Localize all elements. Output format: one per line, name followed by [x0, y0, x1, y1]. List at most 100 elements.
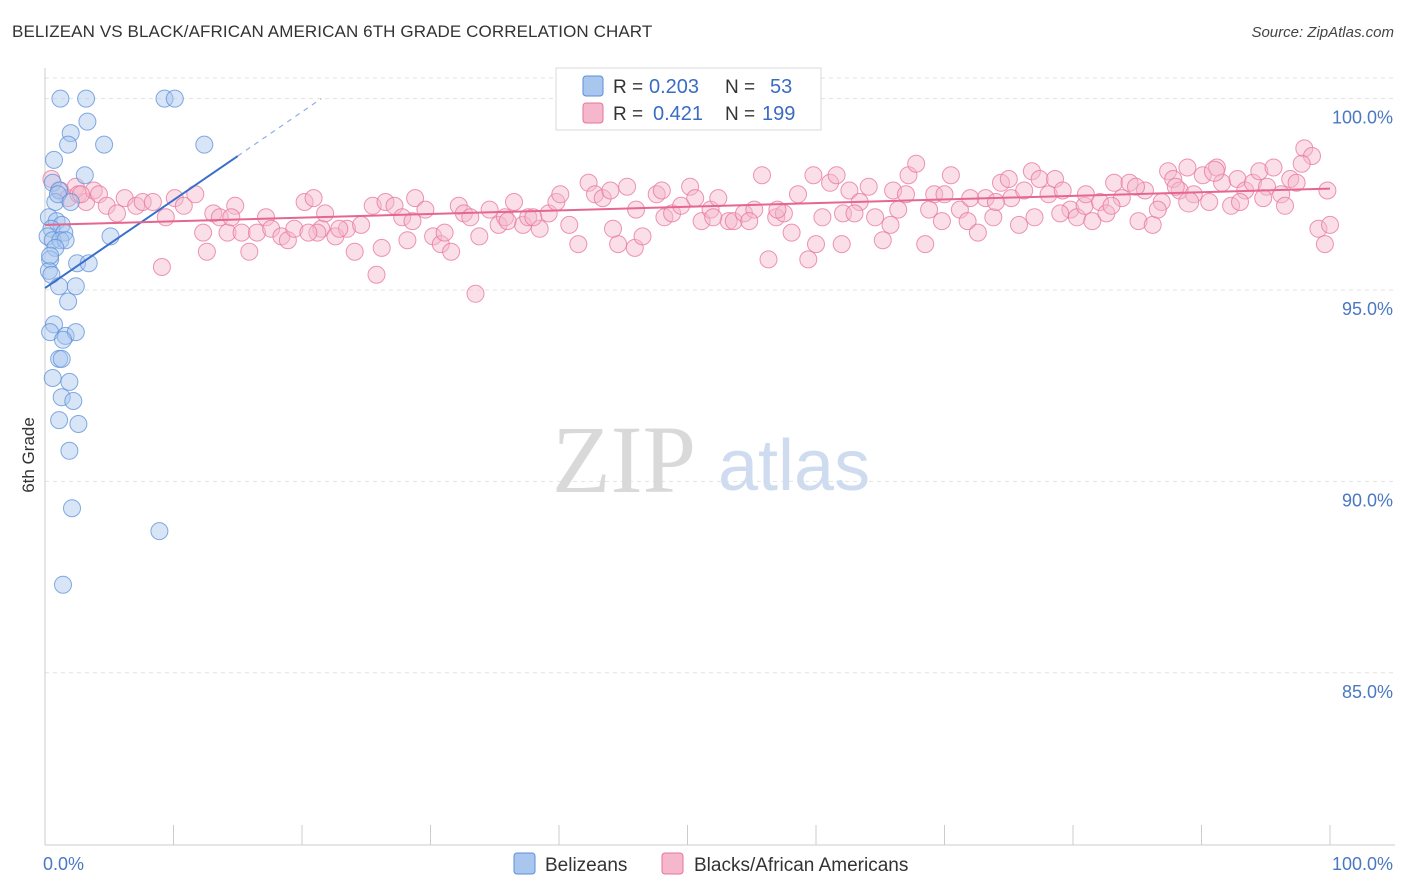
- pink-point: [1321, 215, 1339, 234]
- pink-point: [932, 212, 951, 231]
- blue-point: [75, 166, 94, 185]
- pink-point: [652, 181, 671, 200]
- pink-point: [999, 170, 1018, 188]
- pink-point: [873, 231, 892, 250]
- pink-point: [1231, 193, 1249, 211]
- pink-point: [1287, 173, 1306, 192]
- pink-point: [840, 181, 859, 200]
- blue-point: [59, 135, 78, 154]
- pink-point: [1178, 158, 1197, 177]
- pink-point: [1166, 177, 1185, 196]
- pink-point: [845, 204, 864, 223]
- pink-point: [627, 200, 646, 219]
- y-tick-label-100: 100.0%: [1332, 108, 1393, 128]
- pink-point: [807, 235, 825, 254]
- pink-point: [304, 189, 323, 208]
- pink-point: [1193, 166, 1212, 185]
- pink-point: [920, 200, 939, 219]
- pink-point: [827, 166, 846, 185]
- watermark-atlas: atlas: [718, 426, 870, 506]
- pink-point: [406, 189, 425, 208]
- pink-point: [524, 208, 543, 227]
- pink-point: [316, 204, 335, 223]
- y-tick-label-90: 90.0%: [1342, 490, 1393, 510]
- pink-point: [832, 235, 851, 254]
- pink-point: [299, 223, 318, 242]
- pink-point: [174, 196, 193, 215]
- pink-point: [1303, 147, 1321, 165]
- pink-point: [133, 193, 152, 211]
- blue-point: [60, 372, 79, 391]
- pink-point: [782, 223, 801, 242]
- stats-box: R = 0.203 N = 53 R = 0.421 N = 199: [555, 67, 822, 131]
- pink-point: [431, 235, 450, 254]
- pink-point: [1143, 215, 1162, 234]
- pink-point: [709, 189, 728, 208]
- blue-point: [50, 411, 69, 430]
- pink-point: [633, 227, 652, 246]
- pink-point: [618, 177, 637, 196]
- blue-point: [52, 349, 71, 368]
- blue-point: [66, 277, 85, 296]
- pink-point: [601, 181, 620, 200]
- pink-point: [1292, 154, 1311, 173]
- pink-point: [470, 227, 489, 246]
- legend: Belizeans Blacks/African Americans: [513, 852, 908, 876]
- pink-point: [285, 219, 304, 238]
- pink-point: [345, 242, 364, 261]
- source-credit: Source: ZipAtlas.com: [1251, 24, 1394, 41]
- pink-point: [1091, 193, 1109, 211]
- pink-point: [393, 208, 412, 227]
- pink-point: [352, 215, 371, 234]
- pink-point: [1015, 181, 1034, 200]
- blue-point: [51, 89, 70, 108]
- pink-point: [968, 223, 987, 242]
- pink-point: [232, 223, 251, 242]
- pink-point: [498, 212, 517, 231]
- x-tick-label-max: 100.0%: [1332, 854, 1393, 874]
- pink-point: [1222, 196, 1241, 215]
- pink-point: [984, 208, 1003, 227]
- y-axis-label: 6th Grade: [19, 417, 38, 493]
- pink-point: [1025, 208, 1044, 227]
- x-tick-labels: 0.0% 100.0%: [43, 854, 1393, 874]
- blue-point: [43, 369, 62, 387]
- blue-point: [61, 193, 80, 211]
- pink-point: [889, 200, 908, 219]
- pink-point: [197, 242, 216, 261]
- blue-point: [78, 112, 97, 131]
- pink-point: [1148, 200, 1167, 219]
- pink-point: [1075, 196, 1094, 215]
- pink-point: [1053, 181, 1072, 200]
- pink-point: [1203, 160, 1225, 182]
- blue-point: [60, 441, 79, 460]
- pink-point: [367, 265, 386, 284]
- pink-point: [156, 208, 175, 227]
- blue-point: [59, 292, 78, 311]
- blue-point: [52, 388, 71, 407]
- pink-point: [222, 208, 241, 227]
- blue-point: [45, 150, 63, 169]
- pink-point: [1051, 204, 1070, 223]
- trend-lines: [44, 98, 1331, 289]
- pink-point: [72, 185, 90, 204]
- pink-point: [881, 215, 900, 234]
- pink-point: [1264, 158, 1283, 177]
- blue-point: [43, 173, 62, 192]
- pink-point: [330, 219, 349, 238]
- pink-point: [1102, 196, 1121, 215]
- pink-point: [759, 250, 778, 269]
- pink-point: [248, 223, 266, 242]
- pink-point: [560, 215, 579, 234]
- legend-blue-swatch: [513, 852, 536, 875]
- stats-pink-swatch: [582, 102, 604, 124]
- pink-point: [226, 196, 245, 215]
- pink-point: [108, 204, 126, 223]
- blue-series-points: [38, 89, 214, 594]
- pink-point: [424, 227, 443, 246]
- blue-trend-extension: [237, 98, 322, 157]
- pink-point: [958, 212, 977, 231]
- pink-point: [240, 242, 259, 261]
- blue-point: [69, 415, 88, 433]
- pink-point: [663, 204, 682, 223]
